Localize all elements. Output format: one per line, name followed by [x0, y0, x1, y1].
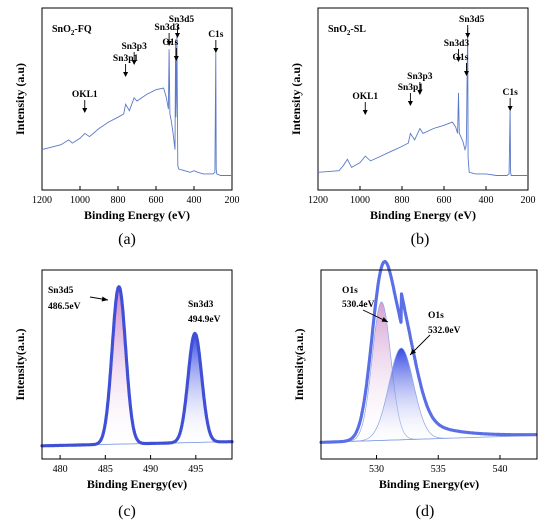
- measured-data-points: [319, 259, 539, 444]
- peak-annotation: Sn3p1: [113, 54, 139, 64]
- x-tick-label: 1200: [308, 195, 328, 206]
- x-tick-label: 485: [98, 464, 113, 475]
- y-axis-title: Intensity (a.u): [13, 63, 27, 135]
- x-tick-label: 400: [187, 195, 202, 206]
- peak-annotation: Sn3d5: [459, 15, 485, 25]
- peak-arrowhead: [407, 101, 413, 106]
- sample-label: SnO2-SL: [328, 24, 366, 37]
- peak-arrowhead: [507, 106, 513, 111]
- x-axis-title: Binding Energy(ev): [379, 477, 479, 491]
- y-axis-title: Intensity(a.u.): [13, 328, 27, 400]
- peak-arrowhead: [174, 33, 180, 38]
- peak-arrowhead: [131, 60, 137, 65]
- peak-arrowhead: [417, 90, 423, 95]
- survey-spectrum-line: [41, 32, 232, 176]
- sample-label-part: -SL: [350, 24, 366, 35]
- peak-label: O1s: [428, 311, 444, 321]
- peak-annotation: C1s: [208, 30, 224, 40]
- sample-label-part: SnO: [328, 24, 347, 35]
- peak-arrowhead: [455, 57, 461, 62]
- peak-annotation: Sn3p1: [398, 83, 424, 93]
- panel-letter: (c): [118, 503, 136, 520]
- peak-label: Sn3d3: [188, 300, 214, 310]
- peak-label-arrowhead: [381, 317, 388, 322]
- y-axis-title: Intensity (a.u): [289, 63, 303, 135]
- peak-annotation: Sn3d3: [154, 23, 180, 33]
- x-tick-label: 535: [431, 464, 446, 475]
- survey-spectrum-line: [317, 28, 528, 176]
- x-tick-label: 1200: [32, 195, 52, 206]
- peak-arrowhead: [465, 33, 471, 38]
- plot-frame: [317, 7, 529, 191]
- peak-arrowhead: [123, 72, 129, 77]
- survey-chart-b: 1200 1000 800 600 400 200 Binding Energy (eV) I…: [289, 7, 536, 222]
- sample-label-sub: 2: [347, 29, 351, 37]
- x-tick-label: 495: [188, 464, 203, 475]
- peak-annotation: Sn3p3: [407, 72, 433, 82]
- x-tick-label: 800: [111, 195, 126, 206]
- peak-arrowhead: [173, 56, 179, 61]
- plot-frame: [320, 269, 538, 460]
- sample-label-part: -FQ: [74, 24, 91, 35]
- peak-annotation: Sn3d3: [444, 39, 470, 49]
- peak-label-arrowhead: [410, 348, 417, 355]
- x-tick-label: 1000: [70, 195, 90, 206]
- peak-arrowhead: [362, 110, 368, 115]
- measured-data-points: [40, 284, 234, 448]
- x-tick-label: 480: [53, 464, 68, 475]
- peak-position-label: 494.9eV: [188, 315, 221, 325]
- peak-annotation: OKL1: [352, 92, 378, 102]
- highres-chart-d: 530 535 540 Binding Energy(ev) Intensity(a.u…: [292, 259, 539, 491]
- plot-frame: [41, 7, 233, 191]
- x-tick-label: 530: [369, 464, 384, 475]
- fitted-peak-component: [351, 347, 451, 442]
- peak-annotation: O1s: [453, 53, 469, 63]
- sample-label: SnO2-FQ: [52, 24, 92, 37]
- peak-arrowhead: [463, 71, 469, 76]
- peak-annotation: Sn3p3: [121, 42, 147, 52]
- x-tick-label: 600: [437, 195, 452, 206]
- x-tick-label: 600: [149, 195, 164, 206]
- x-axis-title: Binding Energy (eV): [370, 208, 476, 222]
- peak-annotation: OKL1: [72, 90, 98, 100]
- peak-annotation: O1s: [162, 38, 178, 48]
- fitted-peak-component: [167, 333, 223, 444]
- x-tick-label: 800: [395, 195, 410, 206]
- peak-position-label: 530.4eV: [342, 300, 375, 310]
- peak-position-label: 486.5eV: [48, 302, 81, 312]
- x-tick-label: 490: [143, 464, 158, 475]
- panel-letter: (a): [118, 231, 136, 248]
- peak-annotation: C1s: [502, 88, 518, 98]
- peak-label: Sn3d5: [48, 286, 74, 296]
- peak-arrowhead: [82, 108, 88, 113]
- peak-label-arrowhead: [101, 296, 108, 302]
- x-tick-label: 400: [479, 195, 494, 206]
- x-tick-label: 1000: [350, 195, 370, 206]
- peak-annotation: Sn3d5: [169, 15, 195, 25]
- x-tick-label: 540: [492, 464, 507, 475]
- sample-label-part: SnO: [52, 24, 71, 35]
- background-line: [320, 435, 538, 443]
- fitted-peak-component: [91, 286, 147, 446]
- peak-position-label: 532.0eV: [428, 326, 461, 336]
- panel-letter: (b): [411, 231, 430, 248]
- x-axis-title: Binding Energy (eV): [84, 208, 190, 222]
- plot-frame: [41, 269, 233, 460]
- sample-label-sub: 2: [71, 29, 75, 37]
- panel-letter: (d): [416, 503, 435, 520]
- peak-label: O1s: [342, 286, 358, 296]
- x-axis-title: Binding Energy(ev): [87, 477, 187, 491]
- x-tick-label: 200: [225, 195, 240, 206]
- y-axis-title: Intensity(a.u.): [292, 328, 306, 400]
- x-tick-label: 200: [521, 195, 536, 206]
- peak-arrowhead: [213, 48, 219, 53]
- survey-chart-a: 1200 1000 800 600 400 200 Binding Energy (eV) I…: [13, 7, 240, 222]
- peak-arrowhead: [166, 41, 172, 46]
